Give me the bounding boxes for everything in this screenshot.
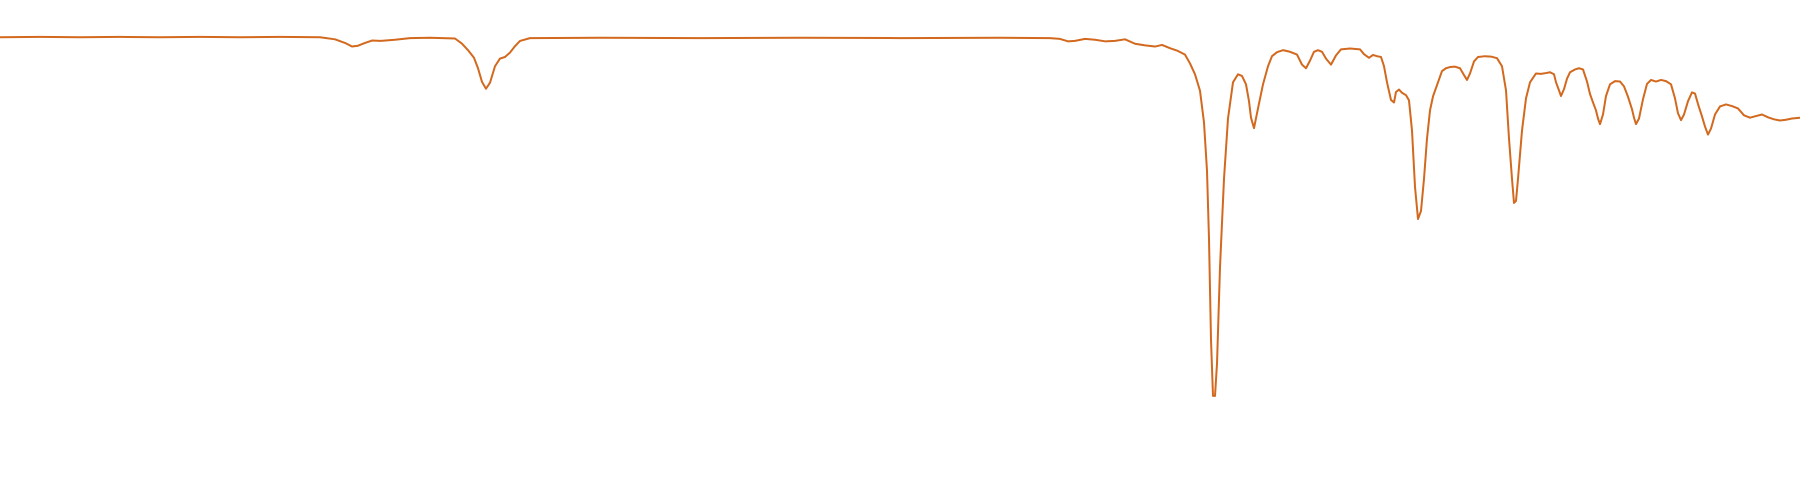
plot-layer <box>0 35 1800 397</box>
series-line <box>0 35 1800 397</box>
